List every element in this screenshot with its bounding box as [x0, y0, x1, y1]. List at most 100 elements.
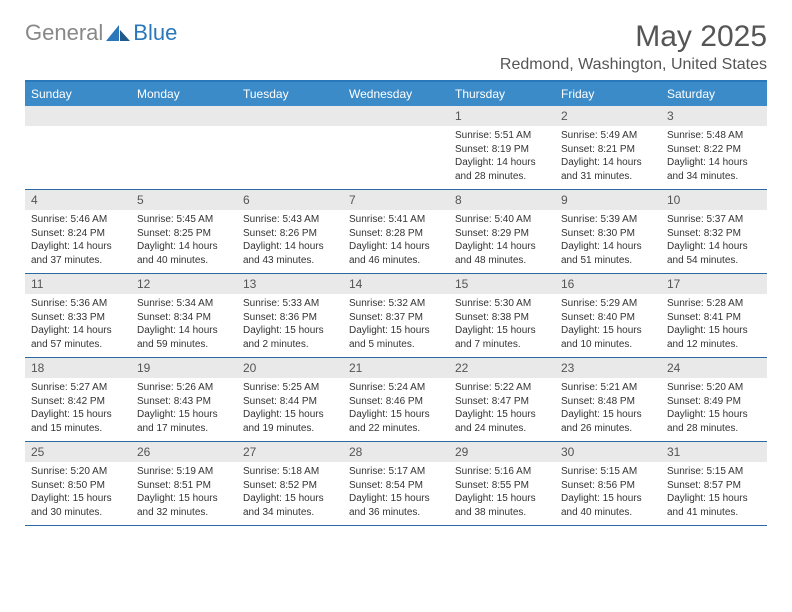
- sunset-line: Sunset: 8:46 PM: [349, 395, 443, 409]
- sunrise-line: Sunrise: 5:28 AM: [667, 297, 761, 311]
- daylight-line: Daylight: 14 hours and 43 minutes.: [243, 240, 337, 267]
- day-number: 1: [449, 106, 555, 126]
- dow-saturday: Saturday: [661, 82, 767, 106]
- sunrise-line: Sunrise: 5:18 AM: [243, 465, 337, 479]
- daylight-line: Daylight: 15 hours and 15 minutes.: [31, 408, 125, 435]
- day-cell: Sunrise: 5:29 AMSunset: 8:40 PMDaylight:…: [555, 294, 661, 357]
- sunset-line: Sunset: 8:54 PM: [349, 479, 443, 493]
- day-cell: Sunrise: 5:19 AMSunset: 8:51 PMDaylight:…: [131, 462, 237, 525]
- sunset-line: Sunset: 8:56 PM: [561, 479, 655, 493]
- sunset-line: Sunset: 8:51 PM: [137, 479, 231, 493]
- day-cell: [25, 126, 131, 189]
- day-cell: Sunrise: 5:36 AMSunset: 8:33 PMDaylight:…: [25, 294, 131, 357]
- location: Redmond, Washington, United States: [500, 56, 767, 74]
- dow-monday: Monday: [131, 82, 237, 106]
- day-number: 9: [555, 190, 661, 210]
- day-number: 11: [25, 274, 131, 294]
- dow-friday: Friday: [555, 82, 661, 106]
- day-cell: Sunrise: 5:16 AMSunset: 8:55 PMDaylight:…: [449, 462, 555, 525]
- sunset-line: Sunset: 8:43 PM: [137, 395, 231, 409]
- day-cell: Sunrise: 5:15 AMSunset: 8:57 PMDaylight:…: [661, 462, 767, 525]
- day-number: 15: [449, 274, 555, 294]
- sunset-line: Sunset: 8:34 PM: [137, 311, 231, 325]
- day-number: [25, 106, 131, 126]
- week-row: 18192021222324Sunrise: 5:27 AMSunset: 8:…: [25, 358, 767, 442]
- day-cell: Sunrise: 5:34 AMSunset: 8:34 PMDaylight:…: [131, 294, 237, 357]
- sunset-line: Sunset: 8:30 PM: [561, 227, 655, 241]
- daylight-line: Daylight: 15 hours and 41 minutes.: [667, 492, 761, 519]
- dow-sunday: Sunday: [25, 82, 131, 106]
- day-cell: [237, 126, 343, 189]
- daylight-line: Daylight: 15 hours and 28 minutes.: [667, 408, 761, 435]
- sunrise-line: Sunrise: 5:36 AM: [31, 297, 125, 311]
- dow-tuesday: Tuesday: [237, 82, 343, 106]
- daylight-line: Daylight: 15 hours and 2 minutes.: [243, 324, 337, 351]
- sunrise-line: Sunrise: 5:26 AM: [137, 381, 231, 395]
- sunset-line: Sunset: 8:50 PM: [31, 479, 125, 493]
- day-number: 27: [237, 442, 343, 462]
- day-number: 25: [25, 442, 131, 462]
- sunset-line: Sunset: 8:48 PM: [561, 395, 655, 409]
- sunrise-line: Sunrise: 5:39 AM: [561, 213, 655, 227]
- day-number: 12: [131, 274, 237, 294]
- daylight-line: Daylight: 15 hours and 36 minutes.: [349, 492, 443, 519]
- daylight-line: Daylight: 15 hours and 17 minutes.: [137, 408, 231, 435]
- sunrise-line: Sunrise: 5:25 AM: [243, 381, 337, 395]
- week-row: 25262728293031Sunrise: 5:20 AMSunset: 8:…: [25, 442, 767, 526]
- sunrise-line: Sunrise: 5:33 AM: [243, 297, 337, 311]
- day-number: 26: [131, 442, 237, 462]
- daylight-line: Daylight: 15 hours and 40 minutes.: [561, 492, 655, 519]
- sunset-line: Sunset: 8:37 PM: [349, 311, 443, 325]
- day-cell: Sunrise: 5:26 AMSunset: 8:43 PMDaylight:…: [131, 378, 237, 441]
- week-row: 123Sunrise: 5:51 AMSunset: 8:19 PMDaylig…: [25, 106, 767, 190]
- day-cell: Sunrise: 5:37 AMSunset: 8:32 PMDaylight:…: [661, 210, 767, 273]
- sunset-line: Sunset: 8:52 PM: [243, 479, 337, 493]
- sunrise-line: Sunrise: 5:29 AM: [561, 297, 655, 311]
- day-cell: Sunrise: 5:25 AMSunset: 8:44 PMDaylight:…: [237, 378, 343, 441]
- dow-thursday: Thursday: [449, 82, 555, 106]
- dow-wednesday: Wednesday: [343, 82, 449, 106]
- sunset-line: Sunset: 8:33 PM: [31, 311, 125, 325]
- daylight-line: Daylight: 14 hours and 34 minutes.: [667, 156, 761, 183]
- day-number: [343, 106, 449, 126]
- sunset-line: Sunset: 8:26 PM: [243, 227, 337, 241]
- daylight-line: Daylight: 15 hours and 32 minutes.: [137, 492, 231, 519]
- daylight-line: Daylight: 15 hours and 26 minutes.: [561, 408, 655, 435]
- sail-icon: [105, 24, 131, 42]
- day-number: [237, 106, 343, 126]
- sunrise-line: Sunrise: 5:20 AM: [667, 381, 761, 395]
- day-number: 13: [237, 274, 343, 294]
- sunset-line: Sunset: 8:57 PM: [667, 479, 761, 493]
- sunrise-line: Sunrise: 5:34 AM: [137, 297, 231, 311]
- day-cell: [343, 126, 449, 189]
- sunset-line: Sunset: 8:42 PM: [31, 395, 125, 409]
- day-number: 31: [661, 442, 767, 462]
- day-number: 14: [343, 274, 449, 294]
- sunrise-line: Sunrise: 5:16 AM: [455, 465, 549, 479]
- sunset-line: Sunset: 8:47 PM: [455, 395, 549, 409]
- day-number: 2: [555, 106, 661, 126]
- day-cell: Sunrise: 5:33 AMSunset: 8:36 PMDaylight:…: [237, 294, 343, 357]
- sunset-line: Sunset: 8:38 PM: [455, 311, 549, 325]
- daylight-line: Daylight: 14 hours and 28 minutes.: [455, 156, 549, 183]
- daylight-line: Daylight: 14 hours and 37 minutes.: [31, 240, 125, 267]
- day-number: 10: [661, 190, 767, 210]
- logo-text-2: Blue: [133, 20, 177, 46]
- day-number: 29: [449, 442, 555, 462]
- day-number: [131, 106, 237, 126]
- daylight-line: Daylight: 14 hours and 48 minutes.: [455, 240, 549, 267]
- daylight-line: Daylight: 14 hours and 57 minutes.: [31, 324, 125, 351]
- day-number: 7: [343, 190, 449, 210]
- sunset-line: Sunset: 8:36 PM: [243, 311, 337, 325]
- sunrise-line: Sunrise: 5:24 AM: [349, 381, 443, 395]
- week-row: 45678910Sunrise: 5:46 AMSunset: 8:24 PMD…: [25, 190, 767, 274]
- daylight-line: Daylight: 15 hours and 5 minutes.: [349, 324, 443, 351]
- sunset-line: Sunset: 8:55 PM: [455, 479, 549, 493]
- day-cell: Sunrise: 5:32 AMSunset: 8:37 PMDaylight:…: [343, 294, 449, 357]
- day-cell: Sunrise: 5:21 AMSunset: 8:48 PMDaylight:…: [555, 378, 661, 441]
- daylight-line: Daylight: 14 hours and 40 minutes.: [137, 240, 231, 267]
- day-cell: Sunrise: 5:20 AMSunset: 8:49 PMDaylight:…: [661, 378, 767, 441]
- calendar: SundayMondayTuesdayWednesdayThursdayFrid…: [25, 80, 767, 526]
- sunset-line: Sunset: 8:22 PM: [667, 143, 761, 157]
- day-cell: Sunrise: 5:15 AMSunset: 8:56 PMDaylight:…: [555, 462, 661, 525]
